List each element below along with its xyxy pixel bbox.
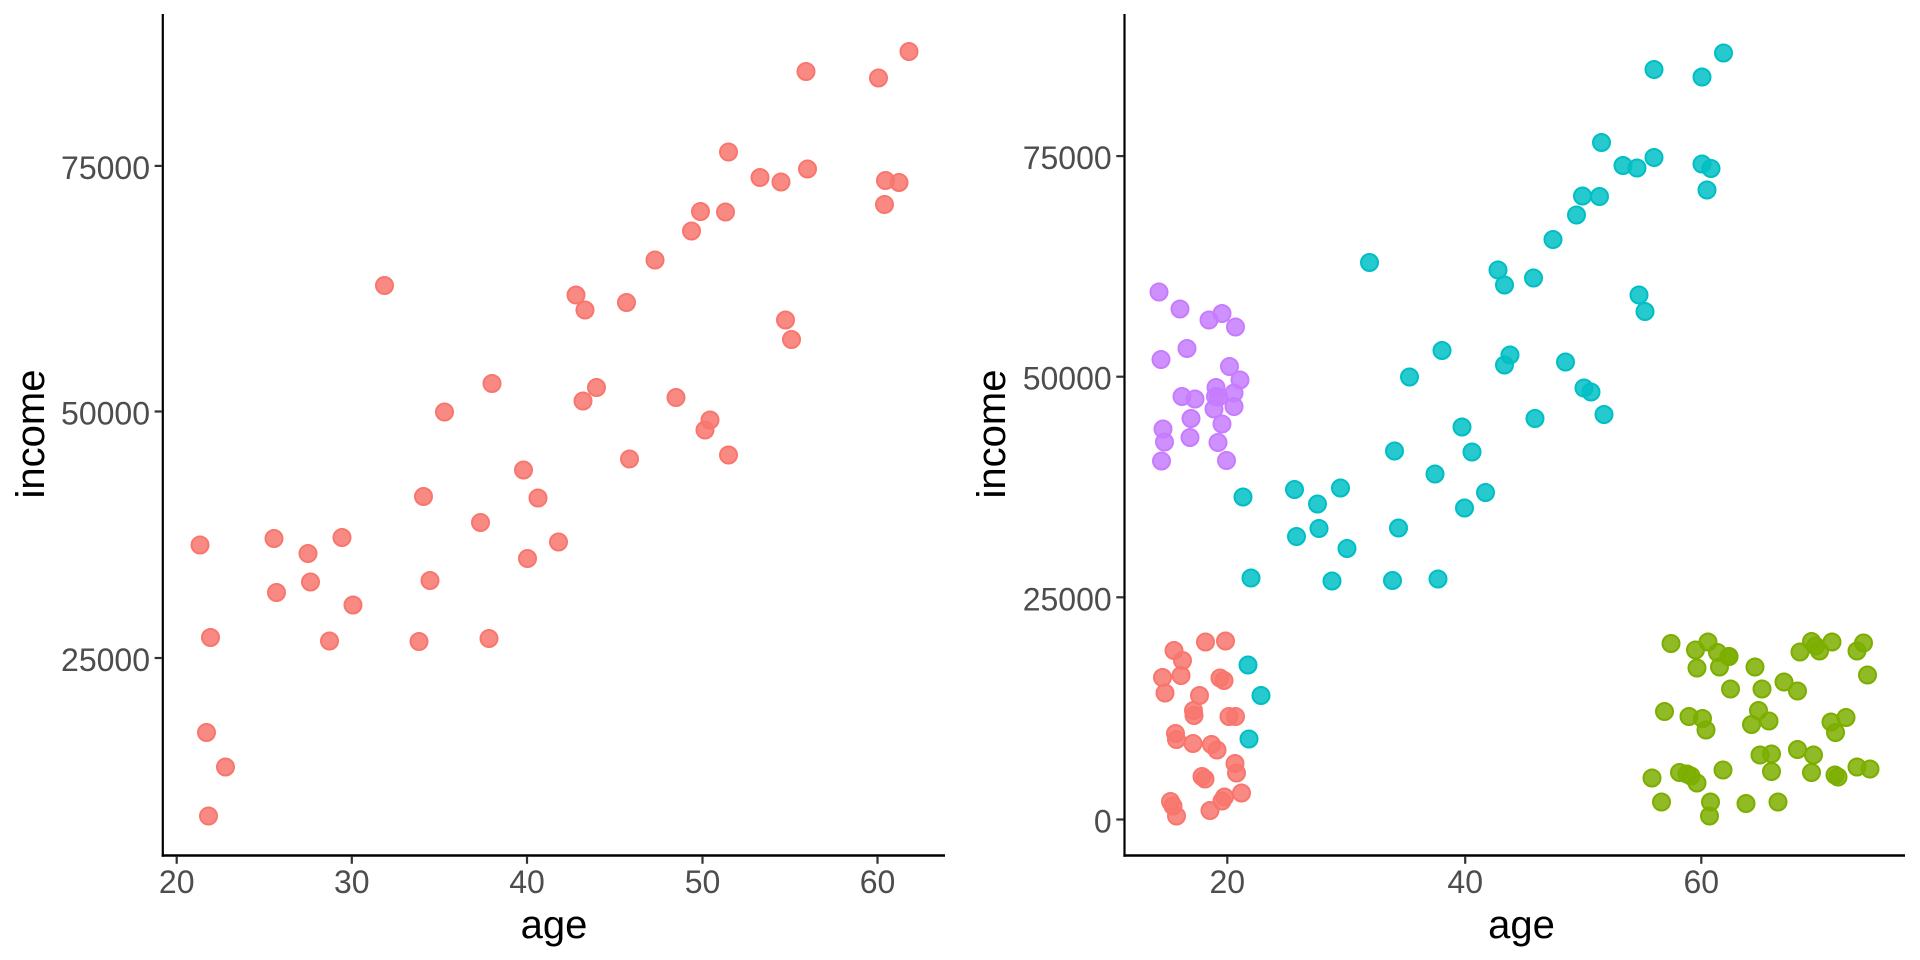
svg-text:25000: 25000 — [61, 642, 150, 678]
svg-text:75000: 75000 — [1023, 140, 1112, 176]
svg-text:75000: 75000 — [61, 150, 150, 186]
svg-text:50000: 50000 — [1023, 361, 1112, 397]
svg-text:20: 20 — [159, 864, 195, 900]
svg-text:income: income — [9, 370, 53, 499]
svg-text:0: 0 — [1094, 804, 1112, 840]
svg-text:20: 20 — [1210, 864, 1246, 900]
svg-text:40: 40 — [509, 864, 545, 900]
svg-text:25000: 25000 — [1023, 581, 1112, 617]
svg-text:income: income — [970, 370, 1014, 499]
svg-text:age: age — [1488, 903, 1555, 947]
svg-text:40: 40 — [1447, 864, 1483, 900]
svg-text:age: age — [521, 903, 588, 947]
svg-text:50: 50 — [685, 864, 721, 900]
svg-text:30: 30 — [334, 864, 370, 900]
svg-text:50000: 50000 — [61, 396, 150, 432]
svg-text:60: 60 — [860, 864, 896, 900]
svg-text:60: 60 — [1684, 864, 1720, 900]
